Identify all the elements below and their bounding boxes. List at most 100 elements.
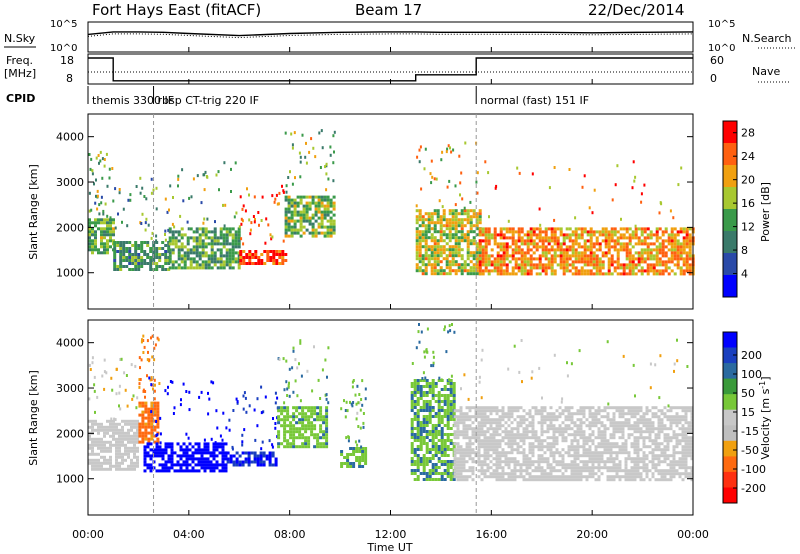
- echo-cell: [462, 478, 466, 482]
- echo-cell: [562, 260, 566, 264]
- echo-cell: [186, 242, 190, 246]
- echo-cell: [628, 227, 632, 231]
- echo-cell: [88, 446, 91, 450]
- echo-cell: [325, 430, 329, 434]
- echo-cell: [613, 233, 617, 237]
- echo-cell: [631, 233, 635, 237]
- echo-cell: [195, 251, 199, 255]
- echo-cell: [228, 242, 232, 246]
- echo-cell: [486, 415, 490, 419]
- echo-cell: [186, 254, 190, 258]
- echo-cell: [652, 269, 656, 273]
- echo-cell: [477, 451, 481, 455]
- echo-cell: [320, 222, 324, 226]
- echo-cell: [204, 233, 208, 237]
- echo-speck: [354, 440, 357, 444]
- echo-cell: [627, 478, 631, 482]
- echo-cell: [610, 260, 614, 264]
- echo-speck: [215, 173, 218, 177]
- echo-cell: [571, 272, 575, 276]
- echo-cell: [224, 463, 228, 467]
- echo-cell: [516, 406, 520, 410]
- echo-cell: [346, 465, 350, 468]
- echo-cell: [505, 263, 509, 267]
- echo-speck: [450, 150, 453, 154]
- echo-cell: [415, 236, 419, 240]
- echo-cell: [543, 439, 547, 443]
- echo-cell: [422, 436, 426, 439]
- echo-cell: [127, 428, 130, 432]
- echo-cell: [434, 415, 438, 418]
- echo-cell: [436, 209, 440, 213]
- echo-cell: [97, 248, 100, 252]
- echo-speck: [538, 207, 541, 211]
- echo-cell: [174, 242, 178, 246]
- echo-cell: [147, 407, 151, 411]
- echo-cell: [601, 263, 605, 267]
- echo-cell: [504, 454, 508, 458]
- echo-cell: [673, 245, 677, 249]
- echo-cell: [664, 266, 668, 270]
- nave-tick-high: 60: [710, 54, 724, 67]
- echo-cell: [138, 422, 142, 426]
- echo-cell: [466, 263, 470, 267]
- echo-speck: [99, 150, 102, 154]
- echo-cell: [268, 463, 272, 467]
- echo-cell: [540, 466, 544, 470]
- echo-cell: [439, 218, 443, 222]
- echo-cell: [449, 472, 453, 475]
- echo-cell: [507, 478, 511, 482]
- echo-cell: [621, 412, 625, 416]
- echo-cell: [141, 401, 145, 405]
- echo-cell: [323, 210, 327, 214]
- echo-cell: [434, 469, 438, 472]
- echo-cell: [540, 445, 544, 449]
- echo-cell: [624, 466, 628, 470]
- echo-cell: [544, 248, 548, 252]
- echo-cell: [487, 239, 491, 243]
- echo-cell: [649, 230, 653, 234]
- echo-cell: [474, 451, 478, 455]
- echo-cell: [156, 419, 160, 423]
- echo-speck: [325, 393, 328, 397]
- echo-cell: [137, 244, 141, 247]
- echo-cell: [607, 245, 611, 249]
- echo-cell: [112, 443, 115, 447]
- echo-cell: [661, 245, 665, 249]
- echo-cell: [682, 227, 686, 231]
- echo-cell: [553, 254, 557, 258]
- echo-cell: [424, 248, 428, 252]
- echo-cell: [167, 442, 171, 446]
- echo-cell: [134, 259, 138, 262]
- echo-cell: [469, 215, 473, 219]
- nsearch-label: N.Search: [742, 32, 792, 45]
- echo-cell: [604, 254, 608, 258]
- echo-speck: [253, 195, 256, 199]
- echo-cell: [428, 475, 432, 478]
- echo-cell: [462, 448, 466, 452]
- echo-cell: [224, 454, 228, 458]
- echo-cell: [583, 263, 587, 267]
- echo-cell: [567, 433, 571, 437]
- echo-cell: [437, 457, 441, 460]
- echo-cell: [171, 242, 175, 246]
- echo-cell: [149, 259, 153, 262]
- echo-cell: [216, 248, 220, 252]
- echo-speck: [420, 330, 423, 334]
- echo-cell: [118, 434, 121, 438]
- echo-cell: [651, 430, 655, 434]
- echo-cell: [452, 394, 456, 397]
- echo-speck: [276, 202, 279, 206]
- echo-cell: [109, 218, 112, 222]
- echo-cell: [431, 382, 435, 385]
- echo-cell: [109, 455, 112, 459]
- echo-speck: [429, 172, 432, 176]
- echo-cell: [624, 418, 628, 422]
- echo-speck: [611, 198, 614, 202]
- echo-cell: [118, 422, 121, 426]
- echo-cell: [666, 427, 670, 431]
- echo-cell: [320, 198, 324, 202]
- echo-speck: [219, 434, 222, 438]
- echo-cell: [543, 421, 547, 425]
- echo-cell: [559, 260, 563, 264]
